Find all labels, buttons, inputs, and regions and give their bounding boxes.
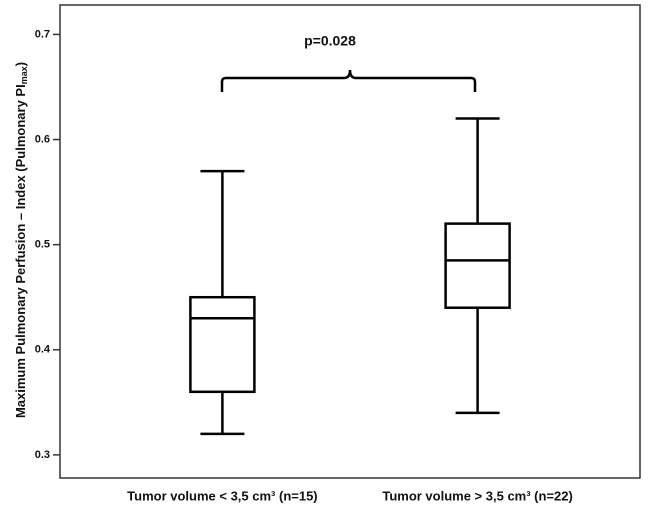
box — [444, 222, 511, 309]
y-tick-label: 0.7 — [35, 28, 50, 40]
y-label-end: ) — [13, 62, 28, 66]
p-value: p=0.028 — [304, 33, 356, 49]
box — [189, 295, 256, 394]
plot-frame — [59, 4, 641, 479]
y-tick-label: 0.6 — [35, 133, 50, 145]
y-label-main: Maximum Pulmonary Perfusion – Index (Pul… — [13, 84, 28, 418]
x-tick-label: Tumor volume < 3,5 cm³ (n=15) — [127, 488, 317, 503]
y-tick-label: 0.5 — [35, 239, 50, 251]
y-axis-label: Maximum Pulmonary Perfusion – Index (Pul… — [13, 62, 29, 418]
y-label-sub: max — [19, 66, 29, 84]
y-tick-label: 0.3 — [35, 449, 50, 461]
significance-bracket — [220, 69, 477, 92]
x-tick-label: Tumor volume > 3,5 cm³ (n=22) — [382, 488, 572, 503]
y-tick-label: 0.4 — [35, 344, 51, 356]
